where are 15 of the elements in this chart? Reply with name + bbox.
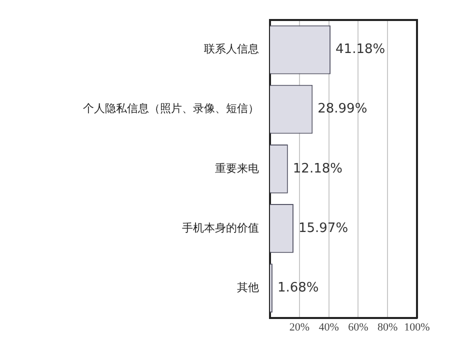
y-tick-label: 手机本身的价值: [182, 221, 259, 234]
data-label: 41.18%: [336, 42, 386, 58]
x-tick-label: 60%: [348, 321, 368, 334]
y-tick-label: 联系人信息: [204, 42, 259, 56]
x-tick-label: 40%: [318, 321, 339, 334]
x-tick-label: 100%: [404, 321, 430, 334]
data-label: 28.99%: [318, 102, 368, 117]
y-tick-label: 个人隐私信息（照片、录像、短信）: [83, 102, 259, 116]
data-label: 15.97%: [298, 220, 348, 236]
x-tick-label: 20%: [289, 321, 310, 334]
y-tick-label: 其他: [237, 280, 259, 294]
y-tick-label: 重要来电: [215, 162, 259, 175]
x-tick-label: 80%: [378, 321, 398, 334]
data-label: 1.68%: [277, 280, 319, 296]
data-label: 12.18%: [292, 161, 342, 176]
